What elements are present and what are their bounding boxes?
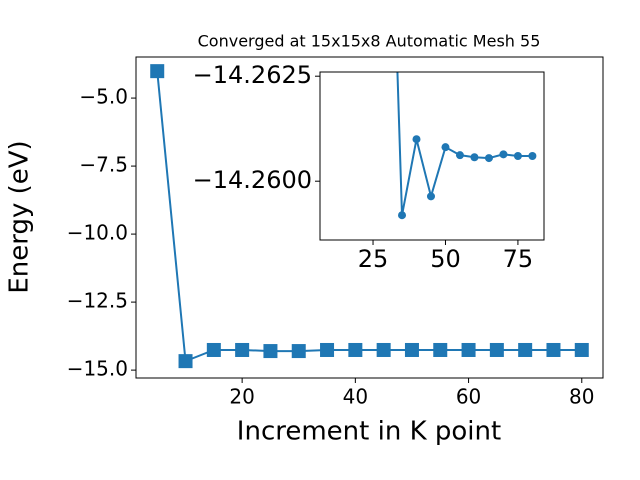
data-point: [150, 64, 165, 79]
data-point: [518, 342, 533, 357]
data-point: [263, 344, 278, 359]
y-tick-label: −14.2625: [193, 61, 312, 89]
y-tick-label: −5.0: [79, 85, 128, 109]
x-axis-label: Increment in K point: [237, 417, 501, 447]
data-point: [426, 192, 435, 201]
data-point: [528, 152, 537, 160]
x-tick-label: 50: [430, 245, 461, 273]
data-point: [470, 153, 479, 162]
data-point: [320, 342, 335, 357]
data-point: [461, 342, 476, 357]
data-point: [546, 342, 561, 357]
x-tick-label: 60: [456, 385, 481, 409]
data-point: [489, 342, 504, 357]
data-line: [156, 71, 582, 363]
y-tick-label: −12.5: [67, 289, 128, 313]
data-point: [513, 152, 522, 160]
data-point: [178, 354, 193, 369]
data-point: [235, 342, 250, 357]
data-point: [398, 211, 407, 220]
data-point: [404, 342, 419, 357]
axes-frame: [319, 71, 545, 241]
y-axis-label: Energy (eV): [5, 140, 35, 293]
data-point: [574, 342, 589, 357]
data-point: [433, 342, 448, 357]
y-tick-label: −7.5: [79, 153, 128, 177]
x-tick-label: 25: [358, 245, 389, 273]
y-tick-label: −14.2600: [193, 166, 312, 194]
data-point: [376, 342, 391, 357]
y-tick-label: −15.0: [67, 357, 128, 381]
x-tick-label: 20: [229, 385, 254, 409]
data-point: [441, 143, 450, 152]
x-tick-label: 80: [569, 385, 594, 409]
data-point: [348, 342, 363, 357]
x-tick-label: 40: [343, 385, 368, 409]
data-point: [455, 151, 464, 160]
data-point: [484, 154, 493, 163]
axes-frame: [135, 56, 604, 379]
y-tick-label: −10.0: [67, 221, 128, 245]
plot-area: [150, 64, 589, 369]
chart-title: Converged at 15x15x8 Automatic Mesh 55: [198, 32, 541, 51]
data-point: [499, 150, 508, 159]
data-point: [206, 342, 221, 357]
data-point: [412, 135, 421, 144]
plot-area: [396, 72, 537, 220]
x-tick-label: 75: [503, 245, 534, 273]
data-point: [291, 344, 306, 359]
